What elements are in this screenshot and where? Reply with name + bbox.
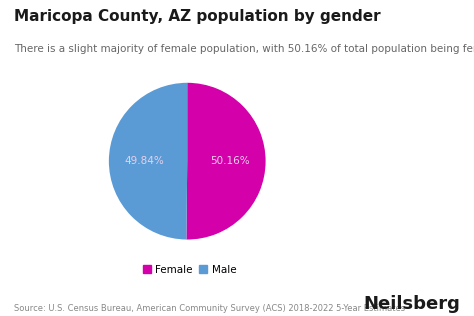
Wedge shape (186, 83, 265, 240)
Text: 49.84%: 49.84% (124, 156, 164, 166)
Text: Maricopa County, AZ population by gender: Maricopa County, AZ population by gender (14, 9, 381, 24)
Text: 50.16%: 50.16% (210, 156, 250, 167)
Text: Source: U.S. Census Bureau, American Community Survey (ACS) 2018-2022 5-Year Est: Source: U.S. Census Bureau, American Com… (14, 304, 405, 313)
Wedge shape (109, 83, 187, 240)
Text: Neilsberg: Neilsberg (363, 295, 460, 313)
Legend: Female, Male: Female, Male (139, 261, 240, 279)
Text: There is a slight majority of female population, with 50.16% of total population: There is a slight majority of female pop… (14, 44, 474, 54)
